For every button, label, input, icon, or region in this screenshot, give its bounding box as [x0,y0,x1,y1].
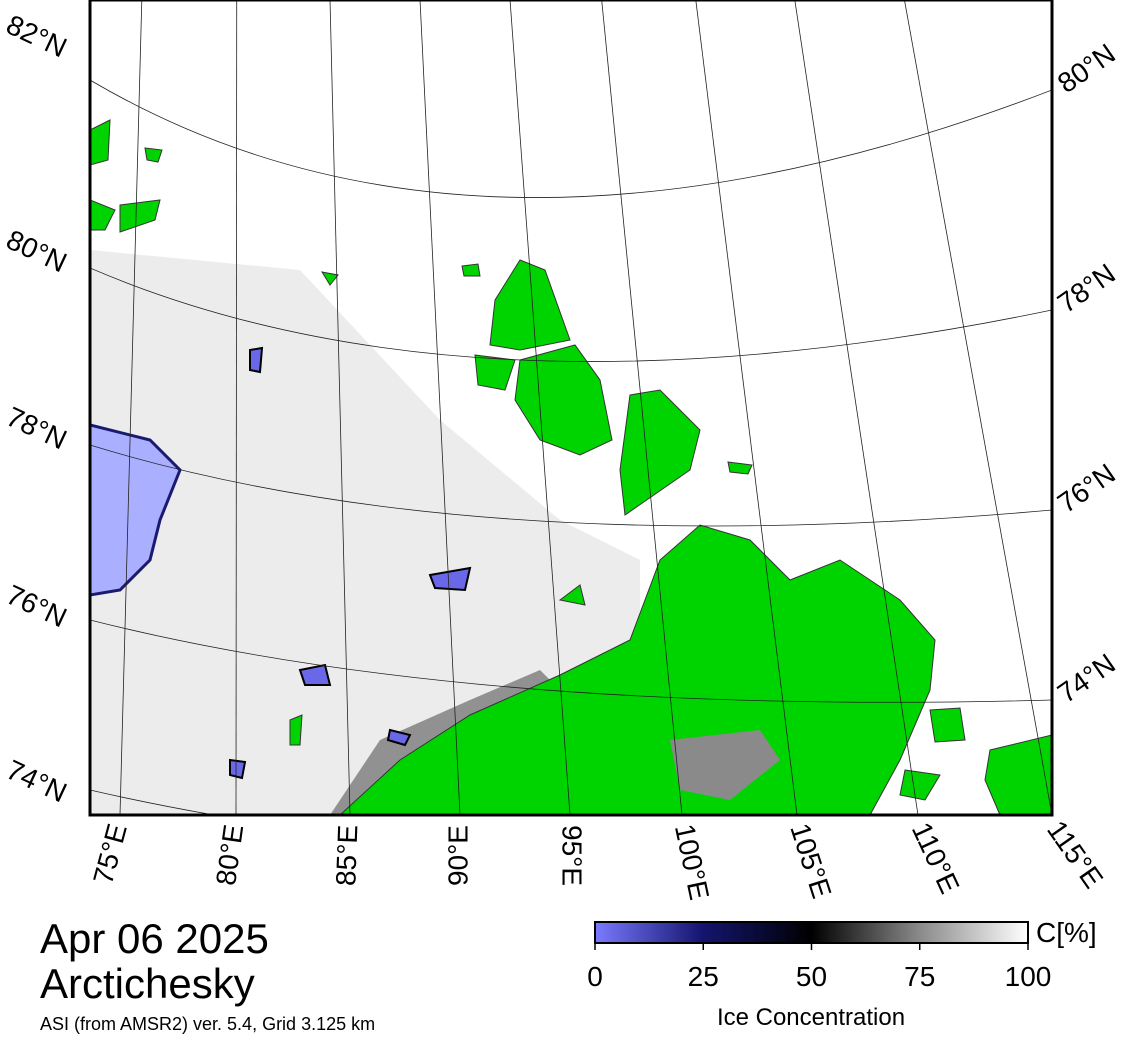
colorbar-tick-label: 0 [587,961,603,992]
date: Apr 06 2025 [40,915,269,962]
meridian [509,0,571,815]
lat-label: 74°N [2,754,72,809]
colorbar-tick-label: 100 [1005,961,1052,992]
meridian [235,0,238,815]
ice-texture [90,250,640,815]
lon-label: 105°E [784,820,837,902]
lon-label: 115°E [1041,815,1109,894]
lon-label: 100°E [669,821,715,902]
colorbar [594,921,1029,944]
region: Arctichesky [40,960,255,1007]
colorbar-tick-label: 25 [688,961,719,992]
graticule [119,0,1052,815]
colorbar-label: Ice Concentration [717,1004,905,1031]
meridian [329,0,351,815]
lat-label: 78°N [2,401,72,456]
source: ASI (from AMSR2) ver. 5.4, Grid 3.125 km [40,1014,375,1034]
meridian [419,0,461,815]
map-area [90,0,1052,815]
lon-label: 85°E [330,824,363,886]
colorbar-unit: C[%] [1036,917,1097,948]
lat-label: 76°N [1052,458,1121,519]
land [90,119,1052,815]
colorbar-tick-label: 75 [904,961,935,992]
lat-label: 82°N [2,9,72,64]
map-frame [88,0,1054,817]
open-water [229,346,472,780]
meridian [794,0,919,815]
lat-label: 76°N [2,579,72,634]
lon-label: 110°E [906,818,966,899]
lat-label: 80°N [2,224,72,279]
meridian [695,0,798,815]
lon-label: 95°E [557,825,588,886]
lat-label: 78°N [1052,258,1121,319]
lat-label: 80°N [1052,38,1121,99]
lat-label: 74°N [1052,648,1121,709]
meridian [904,0,1052,815]
colorbar-tick-label: 50 [796,961,827,992]
meridian [601,0,683,815]
lon-label: 75°E [87,820,133,887]
open-water [90,423,182,597]
lon-label: 80°E [210,823,249,888]
lon-label: 90°E [442,825,473,886]
colorbar-ticks: 0 25 50 75 100 [587,943,1051,992]
land-ice [670,730,780,800]
meridian [119,0,143,815]
